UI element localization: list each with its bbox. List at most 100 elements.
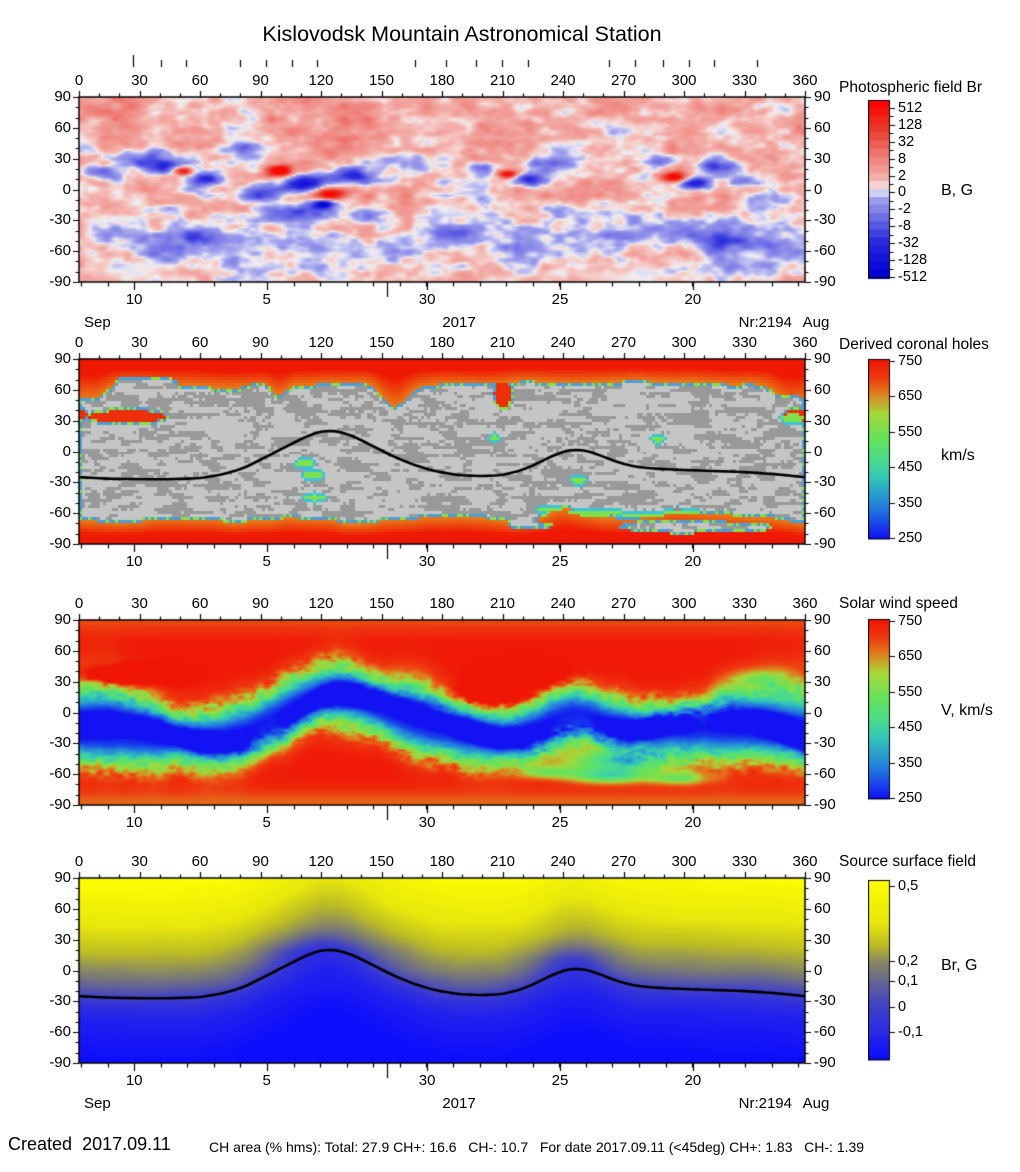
date-tick-label: 30 — [418, 814, 436, 831]
lon-tick-label: 90 — [252, 334, 269, 351]
coronal-holes-colorbar — [868, 357, 898, 543]
lat-tick-label-left: 90 — [54, 611, 71, 628]
date-tick-label: 25 — [551, 814, 569, 831]
lat-tick-label-right: -60 — [814, 1023, 836, 1041]
lat-tick-label-left: -30 — [49, 992, 71, 1010]
lat-tick-label-right: -90 — [814, 1054, 836, 1071]
lat-tick-label-right: -60 — [814, 765, 836, 783]
colorbar-tick-label: 750 — [898, 352, 923, 369]
lat-tick-label-right: 90 — [814, 611, 831, 628]
colorbar-tick-label: 0,5 — [898, 877, 919, 894]
lon-tick-label: 300 — [671, 853, 697, 870]
lat-tick-label-right: 0 — [814, 180, 823, 198]
colorbar-tick-label: -128 — [898, 252, 928, 269]
lat-tick-label-right: 60 — [814, 118, 831, 136]
date-tick-label: 10 — [125, 291, 143, 308]
lat-tick-label-left: -60 — [49, 242, 71, 260]
colorbar-tick-label: 450 — [898, 459, 923, 476]
lat-tick-label-right: 30 — [814, 672, 831, 690]
lat-tick-label-left: -30 — [49, 211, 71, 229]
lat-tick-label-right: 30 — [814, 149, 831, 167]
date-tick-label: 10 — [125, 1072, 143, 1089]
lat-tick-label-right: 0 — [814, 961, 823, 979]
date-tick-label: 25 — [551, 553, 569, 570]
lon-tick-label: 30 — [131, 72, 148, 89]
lat-tick-label-left: -30 — [49, 734, 71, 752]
lat-tick-label-right: 0 — [814, 703, 823, 721]
unit-label-bg: B, G — [941, 182, 974, 199]
solar-wind-colorbar — [868, 617, 898, 803]
colorbar-tick-label: 350 — [898, 754, 923, 771]
lat-tick-label-left: 90 — [54, 350, 71, 367]
lat-tick-label-left: 90 — [54, 869, 71, 886]
lon-tick-label: 210 — [489, 853, 516, 870]
lon-tick-label: 90 — [252, 853, 269, 870]
lon-tick-label: 270 — [610, 334, 637, 351]
carrington-rotation-label: Nr:2194 — [738, 1095, 792, 1112]
colorbar-title-solar-wind: Solar wind speed — [839, 595, 958, 612]
lon-tick-label: 120 — [308, 334, 334, 351]
colorbar-tick-label: -2 — [898, 201, 911, 218]
colorbar-tick-label: 512 — [898, 99, 923, 116]
lat-tick-label-left: -60 — [49, 1023, 71, 1041]
lon-tick-label: 330 — [731, 853, 758, 870]
lon-tick-label: 240 — [550, 853, 576, 870]
lon-tick-label: 150 — [368, 853, 395, 870]
lon-tick-label: 0 — [74, 853, 84, 870]
date-tick-label: 5 — [262, 1072, 271, 1089]
colorbar-tick-label: 0,1 — [898, 973, 919, 990]
lon-tick-label: 150 — [368, 334, 395, 351]
colorbar-tick-label: 0 — [898, 184, 907, 201]
source-surface-colorbar — [868, 878, 898, 1064]
colorbar-tick-label: -0,1 — [898, 1024, 923, 1041]
created-label: Created — [8, 1134, 73, 1154]
lon-tick-label: 360 — [792, 334, 818, 351]
lon-tick-label: 210 — [489, 72, 516, 89]
lat-tick-label-right: 60 — [814, 899, 831, 917]
lon-tick-label: 0 — [74, 595, 84, 612]
ch-area-stats: CH area (% hms): Total: 27.9 CH+: 16.6 C… — [209, 1139, 865, 1155]
lon-tick-label: 330 — [731, 72, 758, 89]
lon-tick-label: 90 — [252, 72, 269, 89]
lon-tick-label: 120 — [308, 595, 334, 612]
lat-tick-label-right: -90 — [814, 535, 836, 552]
lat-tick-label-left: 90 — [54, 88, 71, 105]
lat-tick-label-left: -60 — [49, 504, 71, 522]
lat-tick-label-right: 60 — [814, 380, 831, 398]
lat-tick-label-right: 30 — [814, 411, 831, 429]
created-date: 2017.09.11 — [82, 1134, 171, 1154]
colorbar-tick-label: 450 — [898, 719, 923, 736]
lon-tick-label: 180 — [429, 334, 455, 351]
month-label-right: Aug — [802, 1095, 830, 1112]
lon-tick-label: 0 — [74, 334, 84, 351]
lat-tick-label-right: 0 — [814, 442, 823, 460]
lon-tick-label: 240 — [550, 72, 576, 89]
colorbar-tick-label: 32 — [898, 133, 915, 150]
colorbar-tick-label: 250 — [898, 530, 923, 546]
lat-tick-label-right: -30 — [814, 734, 836, 752]
colorbar-tick-label: 0 — [898, 999, 907, 1016]
lon-tick-label: 120 — [308, 72, 334, 89]
colorbar-tick-label: 550 — [898, 683, 923, 700]
date-tick-label: 30 — [418, 553, 436, 570]
lon-tick-label: 210 — [489, 334, 516, 351]
lat-tick-label-left: 0 — [62, 442, 71, 460]
lon-tick-label: 30 — [131, 595, 148, 612]
lon-tick-label: 150 — [368, 72, 395, 89]
lat-tick-label-left: 0 — [62, 961, 71, 979]
date-tick-label: 20 — [684, 1072, 702, 1089]
month-label-left: Sep — [84, 314, 111, 331]
lon-tick-label: 150 — [368, 595, 395, 612]
lon-tick-label: 330 — [731, 334, 758, 351]
solar-wind-speed-map — [73, 574, 811, 827]
lat-tick-label-left: 60 — [54, 641, 71, 659]
lat-tick-label-left: 30 — [54, 672, 71, 690]
colorbar-tick-label: 250 — [898, 790, 923, 806]
date-tick-label: 5 — [262, 291, 271, 308]
lon-tick-label: 90 — [252, 595, 269, 612]
lon-tick-label: 360 — [792, 853, 818, 870]
lat-tick-label-left: 60 — [54, 118, 71, 136]
year-label: 2017 — [442, 314, 476, 331]
lon-tick-label: 270 — [610, 595, 637, 612]
